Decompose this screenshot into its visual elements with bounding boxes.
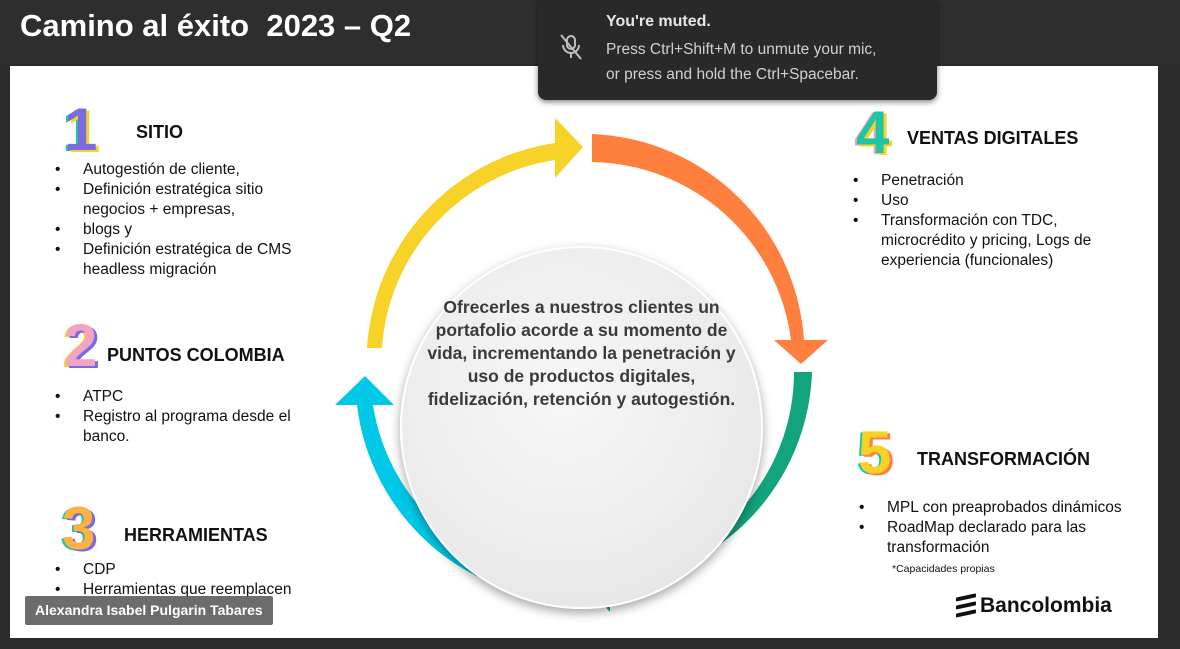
heading-sitio: SITIO: [136, 122, 184, 142]
bancolombia-logo-text: Bancolombia: [980, 594, 1112, 617]
number-3: 3: [62, 495, 96, 562]
list-puntos-colombia: ATPC Registro al programa desde el banco…: [55, 387, 325, 447]
center-statement: Ofrecerles a nuestros clientes un portaf…: [427, 297, 736, 409]
arrow-yellow: [367, 118, 583, 348]
list-item: Penetración: [853, 171, 1113, 191]
toast-title: You're muted.: [606, 13, 711, 30]
list-item: Uso: [853, 191, 1113, 211]
footnote: *Capacidades propias: [892, 563, 995, 575]
list-item: RoadMap declarado para las transformació…: [859, 518, 1149, 558]
center-circle: [400, 246, 763, 609]
list-item: Herramientas que reemplacen: [55, 580, 325, 600]
number-2: 2: [64, 312, 98, 379]
list-item: blogs y: [55, 220, 320, 240]
list-ventas-digitales: Penetración Uso Transformación con TDC, …: [853, 171, 1113, 271]
list-item: ATPC: [55, 387, 325, 407]
list-item: MPL con preaprobados dinámicos: [859, 498, 1149, 518]
number-5: 5: [858, 419, 892, 486]
mic-off-icon: [560, 34, 582, 60]
list-item: CDP: [55, 560, 325, 580]
list-item: Transformación con TDC, microcrédito y p…: [853, 211, 1113, 271]
participant-name-tag: Alexandra Isabel Pulgarin Tabares: [25, 596, 273, 625]
toast-message: Press Ctrl+Shift+M to unmute your mic, o…: [606, 37, 926, 87]
arrow-orange: [592, 134, 828, 364]
toast-line-1: Press Ctrl+Shift+M to unmute your mic,: [606, 41, 877, 58]
muted-notification[interactable]: You're muted. Press Ctrl+Shift+M to unmu…: [538, 0, 937, 100]
slide-title: Camino al éxito 2023 – Q2: [20, 8, 412, 43]
list-herramientas: CDP Herramientas que reemplacen: [55, 560, 325, 600]
list-item: Registro al programa desde el banco.: [55, 407, 325, 447]
number-4: 4: [856, 99, 890, 166]
heading-herramientas: HERRAMIENTAS: [124, 525, 268, 545]
list-transformacion: MPL con preaprobados dinámicos RoadMap d…: [859, 498, 1149, 558]
list-item: Definición estratégica de CMS headless m…: [55, 240, 320, 280]
number-1: 1: [64, 96, 98, 163]
heading-puntos-colombia: PUNTOS COLOMBIA: [107, 345, 285, 365]
bancolombia-logo-icon: [956, 593, 976, 618]
toast-line-2: or press and hold the Ctrl+Spacebar.: [606, 66, 859, 83]
list-item: Autogestión de cliente,: [55, 160, 320, 180]
heading-ventas-digitales: VENTAS DIGITALES: [907, 128, 1079, 148]
list-sitio: Autogestión de cliente, Definición estra…: [55, 160, 320, 280]
heading-transformacion: TRANSFORMACIÓN: [917, 449, 1090, 469]
list-item: Definición estratégica sitio negocios + …: [55, 180, 320, 220]
